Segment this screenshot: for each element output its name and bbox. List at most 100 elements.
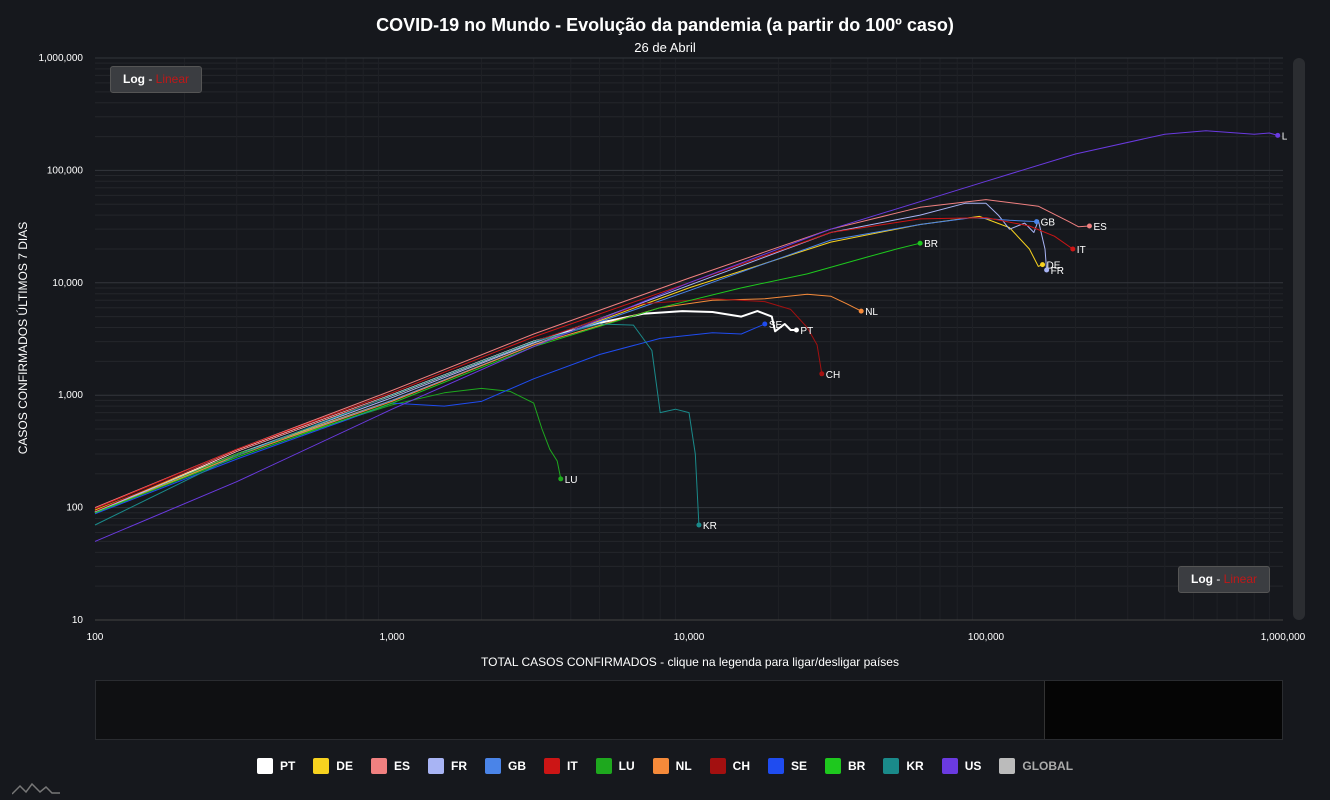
legend-item-fr[interactable]: FR — [427, 758, 467, 774]
legend-item-nl[interactable]: NL — [652, 758, 692, 774]
legend-label: ES — [393, 759, 410, 773]
y-axis-label: CASOS CONFIRMADOS ÚLTIMOS 7 DIAS — [16, 221, 30, 455]
legend-label: FR — [450, 759, 467, 773]
series-line-br — [94, 242, 921, 514]
end-label-gb: GB — [1041, 218, 1056, 229]
end-label-ch: CH — [826, 370, 840, 381]
log-option[interactable]: Log — [123, 72, 145, 86]
legend-label: GB — [507, 759, 526, 773]
end-marker-br — [917, 240, 923, 246]
legend-swatch — [313, 758, 330, 774]
end-marker-gb — [1034, 219, 1040, 225]
legend-item-kr[interactable]: KR — [883, 758, 924, 774]
series-line-kr — [94, 323, 700, 526]
end-marker-kr — [696, 522, 702, 528]
end-label-fr: FR — [1051, 266, 1064, 277]
legend-swatch — [484, 758, 501, 774]
series-line-lu — [94, 387, 562, 515]
y-tick-label: 10 — [72, 615, 84, 626]
end-label-pt: PT — [800, 326, 813, 337]
x-tick-label: 10,000 — [674, 632, 705, 643]
legend-label: SE — [791, 759, 808, 773]
log-option[interactable]: Log — [1191, 572, 1213, 586]
legend-label: DE — [336, 759, 353, 773]
logo-icon — [12, 782, 60, 795]
legend-swatch — [825, 758, 842, 774]
end-marker-ch — [819, 371, 825, 377]
x-axis-label: TOTAL CASOS CONFIRMADOS - clique na lege… — [481, 655, 899, 669]
linear-option[interactable]: Linear — [155, 72, 190, 86]
end-marker-pt — [793, 327, 799, 333]
y-tick-label: 100 — [66, 503, 83, 514]
legend-item-pt[interactable]: PT — [256, 758, 296, 774]
legend-item-se[interactable]: SE — [768, 758, 807, 774]
legend-label: BR — [848, 759, 866, 773]
end-label-lu: LU — [565, 475, 578, 486]
legend-label: NL — [675, 759, 692, 773]
y-tick-label: 1,000,000 — [39, 53, 84, 64]
legend-label: IT — [566, 759, 578, 773]
legend-label: LU — [618, 759, 635, 773]
end-label-kr: KR — [703, 521, 717, 532]
legend-item-de[interactable]: DE — [313, 758, 353, 774]
legend-item-ch[interactable]: CH — [709, 758, 750, 774]
legend-item-lu[interactable]: LU — [595, 758, 635, 774]
end-label-se: SE — [769, 320, 783, 331]
legend-item-us[interactable]: US — [941, 758, 982, 774]
legend-swatch — [256, 758, 273, 774]
end-marker-lu — [558, 476, 564, 482]
legend-item-br[interactable]: BR — [825, 758, 865, 774]
end-label-de: DE — [1047, 261, 1061, 272]
legend-swatch — [595, 758, 612, 774]
series-line-us — [94, 130, 1278, 542]
linear-option[interactable]: Linear — [1223, 572, 1258, 586]
end-marker-it — [1070, 246, 1076, 252]
end-marker-se — [762, 321, 768, 327]
scale-separator: - — [145, 72, 156, 86]
end-marker-de — [1040, 262, 1046, 268]
legend-item-it[interactable]: IT — [543, 758, 578, 774]
end-label-br: BR — [924, 239, 938, 250]
legend-swatch — [768, 758, 784, 774]
x-tick-label: 100,000 — [968, 632, 1005, 643]
x-tick-label: 100 — [87, 632, 104, 643]
chart-title: COVID-19 no Mundo - Evolução da pandemia… — [376, 15, 954, 35]
end-label-us: L — [1282, 131, 1288, 142]
x-tick-label: 1,000,000 — [1261, 632, 1306, 643]
series-line-es — [94, 199, 1090, 509]
legend-label: GLOBAL — [1022, 759, 1074, 773]
legend-item-global[interactable]: GLOBAL — [999, 758, 1073, 774]
end-marker-nl — [858, 308, 864, 314]
legend-item-gb[interactable]: GB — [484, 758, 526, 774]
vertical-scrollbar[interactable] — [1293, 58, 1305, 620]
end-label-nl: NL — [865, 307, 878, 318]
end-marker-fr — [1044, 267, 1050, 273]
legend-item-es[interactable]: ES — [370, 758, 410, 774]
end-label-es: ES — [1093, 222, 1107, 233]
legend-label: US — [964, 759, 982, 773]
end-marker-us — [1275, 132, 1281, 138]
y-tick-label: 1,000 — [58, 390, 83, 401]
legend-swatch — [652, 758, 669, 774]
legend-swatch — [941, 758, 958, 774]
legend-swatch — [543, 758, 560, 774]
legend-swatch — [370, 758, 387, 774]
legend-label: KR — [906, 759, 924, 773]
end-marker-es — [1086, 223, 1092, 229]
scale-toggle-top[interactable]: Log - Linear — [110, 66, 203, 93]
series-line-ch — [94, 298, 823, 512]
legend-label: CH — [732, 759, 750, 773]
scale-separator: - — [1213, 572, 1224, 586]
y-tick-label: 10,000 — [52, 278, 83, 289]
range-selection[interactable] — [1044, 681, 1282, 739]
legend-swatch — [999, 758, 1016, 774]
legend: PT DE ES FR GB IT LU NL CH SE BR KR US GLOBAL — [0, 758, 1330, 774]
end-label-it: IT — [1077, 245, 1086, 256]
range-navigator[interactable] — [95, 680, 1283, 740]
scale-toggle-bottom[interactable]: Log - Linear — [1178, 566, 1271, 593]
y-tick-label: 100,000 — [47, 165, 84, 176]
legend-label: PT — [279, 759, 296, 773]
chart-subtitle: 26 de Abril — [634, 40, 696, 55]
legend-swatch — [427, 758, 444, 774]
